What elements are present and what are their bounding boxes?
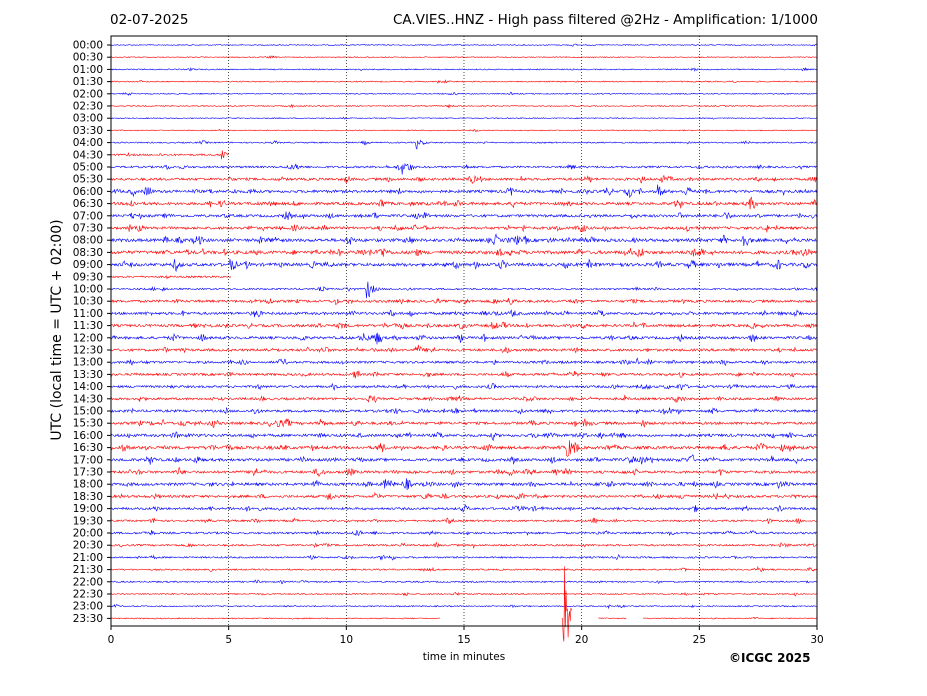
y-tick-label: 00:00: [73, 40, 103, 52]
trace-row-22-30: [111, 591, 817, 597]
y-tick-label: 05:00: [73, 162, 103, 174]
y-tick-label: 18:30: [73, 491, 103, 503]
y-tick-label: 06:30: [73, 198, 103, 210]
trace-row-18-30: [110, 491, 817, 501]
trace-row-20-00: [110, 529, 817, 537]
x-tick-label: 5: [225, 634, 232, 646]
y-tick-label: 19:00: [73, 503, 103, 515]
trace-row-04-30: [110, 150, 229, 160]
y-tick-label: 18:00: [73, 479, 103, 491]
trace-row-19-00: [110, 504, 817, 513]
y-axis-label: UTC (local time = UTC + 02:00): [49, 219, 65, 441]
y-tick-label: 03:00: [73, 113, 103, 125]
minute-gridlines: [228, 36, 700, 626]
y-tick-label: 11:00: [73, 308, 103, 320]
trace-row-16-30: [110, 440, 817, 457]
y-tick-label: 15:30: [73, 418, 103, 430]
y-tick-label: 20:00: [73, 528, 103, 540]
y-tick-label: 00:30: [73, 52, 103, 64]
y-tick-label: 06:00: [73, 186, 103, 198]
y-tick-label: 16:00: [73, 430, 103, 442]
y-tick-label: 23:30: [73, 613, 103, 625]
trace-row-04-00: [111, 139, 817, 150]
x-axis-label: time in minutes: [422, 651, 506, 663]
y-tick-label: 04:30: [73, 149, 103, 161]
chart-date: 02-07-2025: [110, 12, 189, 28]
y-tick-label: 22:30: [73, 589, 103, 601]
x-tick-label: 30: [810, 634, 823, 646]
copyright-label: ©ICGC 2025: [729, 651, 811, 665]
y-tick-label: 08:00: [73, 235, 103, 247]
y-tick-label: 14:30: [73, 393, 103, 405]
trace-row-13-00: [110, 357, 817, 366]
y-tick-label: 12:00: [73, 332, 103, 344]
y-tick-label: 14:00: [73, 381, 103, 393]
trace-row-09-30: [110, 275, 231, 280]
y-tick-label: 22:00: [73, 576, 103, 588]
y-tick-label: 07:30: [73, 223, 103, 235]
x-tick-label: 25: [693, 634, 706, 646]
y-tick-label: 21:00: [73, 552, 103, 564]
y-tick-label: 20:30: [73, 540, 103, 552]
y-tick-label: 15:00: [73, 406, 103, 418]
y-tick-label: 11:30: [73, 320, 103, 332]
trace-row-11-00: [110, 309, 817, 318]
y-tick-label: 19:30: [73, 515, 103, 527]
y-tick-label: 23:00: [73, 601, 103, 613]
trace-row-13-30: [110, 370, 817, 379]
x-tick-label: 20: [575, 634, 588, 646]
hour-axis: 00:0000:3001:0001:3002:0002:3003:0003:30…: [73, 40, 111, 625]
chart-title: CA.VIES..HNZ - High pass filtered @2Hz -…: [393, 12, 818, 28]
trace-row-20-30: [110, 541, 817, 549]
y-tick-label: 13:00: [73, 357, 103, 369]
y-tick-label: 04:00: [73, 137, 103, 149]
y-tick-label: 10:00: [73, 284, 103, 296]
y-tick-label: 07:00: [73, 210, 103, 222]
y-tick-label: 01:30: [73, 76, 103, 88]
y-tick-label: 08:30: [73, 247, 103, 259]
y-tick-label: 13:30: [73, 369, 103, 381]
y-tick-label: 02:00: [73, 88, 103, 100]
y-tick-label: 02:30: [73, 101, 103, 113]
y-tick-label: 05:30: [73, 174, 103, 186]
y-tick-label: 12:30: [73, 345, 103, 357]
y-tick-label: 17:00: [73, 454, 103, 466]
trace-row-23-30: [110, 566, 817, 642]
y-tick-label: 16:30: [73, 442, 103, 454]
y-tick-label: 10:30: [73, 296, 103, 308]
minute-axis: 0 5 10 15 20 25 30: [108, 626, 824, 646]
y-tick-label: 09:30: [73, 271, 103, 283]
x-tick-label: 10: [340, 634, 353, 646]
trace-row-05-30: [110, 175, 817, 185]
trace-row-22-00: [110, 579, 817, 585]
trace-row-16-00: [110, 431, 817, 442]
x-tick-label: 0: [108, 634, 115, 646]
y-tick-label: 03:30: [73, 125, 103, 137]
trace-row-18-00: [110, 478, 817, 491]
trace-row-07-00: [110, 211, 817, 220]
y-tick-label: 17:30: [73, 467, 103, 479]
trace-row-03-30: [110, 128, 817, 132]
trace-row-10-00: [110, 281, 817, 299]
y-tick-label: 21:30: [73, 564, 103, 576]
y-tick-label: 01:00: [73, 64, 103, 76]
trace-row-08-00: [110, 233, 817, 247]
trace-row-12-30: [110, 344, 817, 354]
x-tick-label: 15: [457, 634, 470, 646]
trace-row-09-00: [111, 258, 817, 273]
y-tick-label: 09:00: [73, 259, 103, 271]
trace-row-07-30: [110, 224, 817, 233]
